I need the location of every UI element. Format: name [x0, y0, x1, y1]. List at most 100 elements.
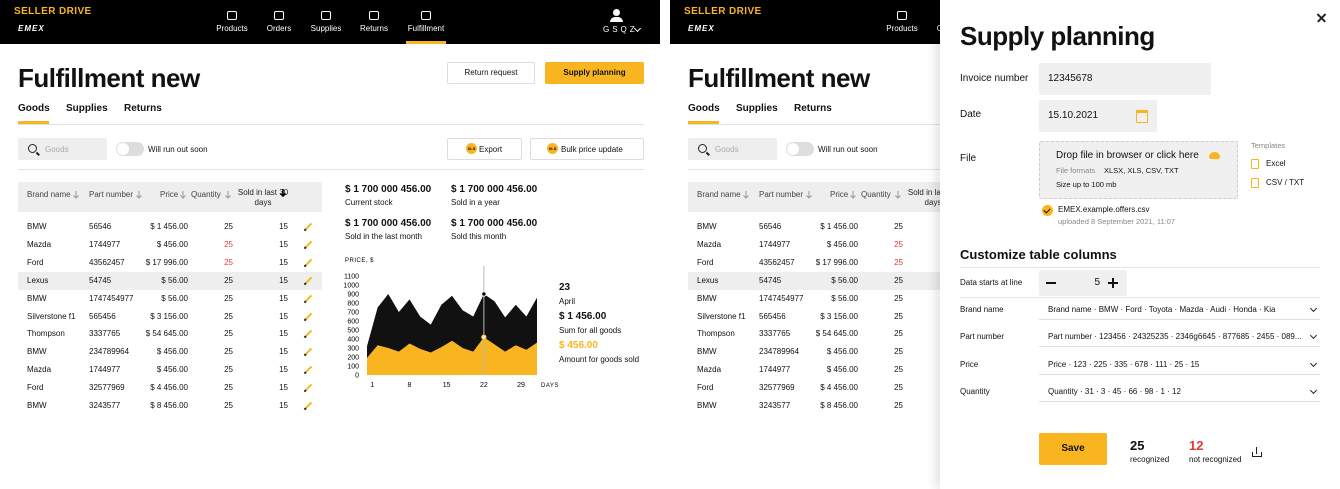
- nav-item[interactable]: Fulfillment: [407, 24, 445, 33]
- save-button[interactable]: Save: [1039, 433, 1107, 465]
- dropdown-value[interactable]: Price · 123 · 225 · 335 · 678 · 111 · 25…: [1048, 359, 1200, 369]
- y-tick-label: 400: [347, 337, 359, 344]
- tooltip-amount: $ 456.00: [559, 340, 598, 351]
- drop-zone[interactable]: [1039, 141, 1238, 199]
- drawer: Supply planning Invoice number 12345678 Dat…: [940, 0, 1340, 489]
- nav-item[interactable]: Products: [886, 24, 918, 33]
- column-header[interactable]: Part number: [759, 190, 804, 199]
- cell-brand: BMW: [27, 222, 47, 231]
- download-icon[interactable]: [1252, 452, 1262, 457]
- sort-icon: [136, 191, 142, 199]
- cell-brand: BMW: [27, 347, 47, 357]
- tab-active-underline: [18, 121, 49, 124]
- field-label: Quantity: [960, 386, 990, 396]
- recognized-label: recognized: [1130, 455, 1170, 464]
- cell-quantity: 25: [224, 257, 233, 267]
- tab[interactable]: Goods: [688, 103, 720, 114]
- nav-item[interactable]: Returns: [359, 24, 388, 33]
- search-box[interactable]: [18, 138, 107, 160]
- sort-icon: [895, 191, 901, 199]
- drop-text: Drop file in browser or click here: [1056, 150, 1199, 161]
- templates-label: Templates: [1251, 141, 1286, 150]
- drawer-title: Supply planning: [960, 21, 1155, 51]
- nav-item[interactable]: Orders: [266, 24, 292, 33]
- column-header[interactable]: Brand name: [697, 190, 741, 199]
- y-tick-label: 500: [347, 328, 359, 335]
- input[interactable]: [1039, 100, 1157, 132]
- tooltip-sum-label: Sum for all goods: [559, 326, 622, 335]
- cell-sold: 15: [279, 329, 288, 339]
- cell-quantity: 25: [894, 383, 903, 393]
- column-header[interactable]: Quantity: [861, 190, 891, 199]
- checkbox: [1042, 205, 1053, 216]
- column-header[interactable]: Sold in last 30 days: [907, 188, 940, 207]
- logo: EMEX: [688, 24, 715, 33]
- nav-item[interactable]: Products: [216, 24, 248, 33]
- return-request-button[interactable]: Return request: [447, 62, 535, 84]
- input-value: 12345678: [1048, 73, 1093, 84]
- tab[interactable]: Supplies: [736, 103, 778, 114]
- minus-button[interactable]: [1046, 282, 1056, 284]
- dropdown-value[interactable]: Brand name · BMW · Ford · Toyota · Mazda…: [1048, 305, 1276, 314]
- tab[interactable]: Returns: [794, 103, 832, 114]
- tab[interactable]: Supplies: [66, 103, 108, 114]
- cell-part: 1744977: [89, 365, 121, 375]
- cell-brand: Ford: [27, 383, 44, 393]
- search-box[interactable]: [688, 138, 777, 160]
- column-header[interactable]: Quantity: [191, 190, 221, 199]
- supply-planning-button[interactable]: Supply planning: [545, 62, 644, 84]
- cell-part: 1744977: [759, 365, 791, 375]
- bulk-button[interactable]: [530, 138, 644, 160]
- dropdown-value[interactable]: Part number · 123456 · 24325235 · 2346g6…: [1048, 332, 1302, 342]
- cell-brand: Mazda: [27, 239, 52, 249]
- column-header[interactable]: Price: [830, 190, 849, 199]
- sort-arrow: [73, 191, 79, 199]
- cell-part: 32577969: [759, 383, 795, 393]
- cell-quantity: 25: [894, 293, 903, 303]
- sort-arrow: [225, 191, 231, 199]
- cell-price: $ 56.00: [831, 293, 858, 303]
- hover-dot: [481, 334, 487, 340]
- user-name[interactable]: GSQZ: [603, 25, 638, 34]
- download-arrow: [1255, 447, 1257, 454]
- template-icon: [1251, 178, 1259, 188]
- cell-price: $ 4 456.00: [150, 383, 188, 393]
- field-label: Price: [960, 359, 979, 369]
- input[interactable]: [1039, 63, 1211, 95]
- tab[interactable]: Returns: [124, 103, 162, 114]
- cell-brand: Mazda: [697, 239, 722, 249]
- cell-part: 234789964: [89, 347, 130, 357]
- search-placeholder: Goods: [715, 145, 739, 154]
- search-icon: [698, 144, 707, 153]
- tab[interactable]: Goods: [18, 103, 50, 114]
- cell-part: 54745: [759, 275, 782, 285]
- nav-item[interactable]: Orders: [936, 24, 940, 33]
- export-button[interactable]: [447, 138, 522, 160]
- row-highlight: [18, 271, 322, 290]
- formats: XLSX, XLS, CSV, TXT: [1104, 166, 1179, 175]
- column-header[interactable]: Part number: [89, 190, 134, 199]
- cell-brand: Thompson: [697, 329, 735, 339]
- bulk-label: Bulk price update: [561, 145, 623, 154]
- template-link[interactable]: Excel: [1266, 159, 1286, 168]
- cell-price: $ 456.00: [156, 365, 188, 375]
- stat-label: Current stock: [345, 198, 393, 207]
- y-tick-label: 300: [347, 346, 359, 353]
- dropdown-value[interactable]: Quantity · 31 · 3 · 45 · 66 · 98 · 1 · 1…: [1048, 386, 1181, 396]
- nav-icon: [274, 11, 284, 20]
- template-link[interactable]: CSV / TXT: [1266, 178, 1305, 187]
- sort-icon: [225, 191, 231, 199]
- column-header[interactable]: Brand name: [27, 190, 71, 199]
- column-header[interactable]: Sold in last 30 days: [237, 188, 289, 207]
- nav-item[interactable]: Supplies: [310, 24, 342, 33]
- x-axis-title: DAYS: [541, 383, 559, 389]
- cell-part: 234789964: [759, 347, 800, 357]
- column-header[interactable]: Price: [160, 190, 179, 199]
- cell-quantity: 25: [894, 347, 903, 357]
- stat-value: $ 1 700 000 456.00: [451, 184, 538, 195]
- uploaded-at: uploaded 8 September 2021, 11:07: [1058, 217, 1176, 226]
- nav-icon: [421, 11, 431, 20]
- y-tick-label: 100: [347, 364, 359, 371]
- cell-part: 1744977: [759, 239, 791, 249]
